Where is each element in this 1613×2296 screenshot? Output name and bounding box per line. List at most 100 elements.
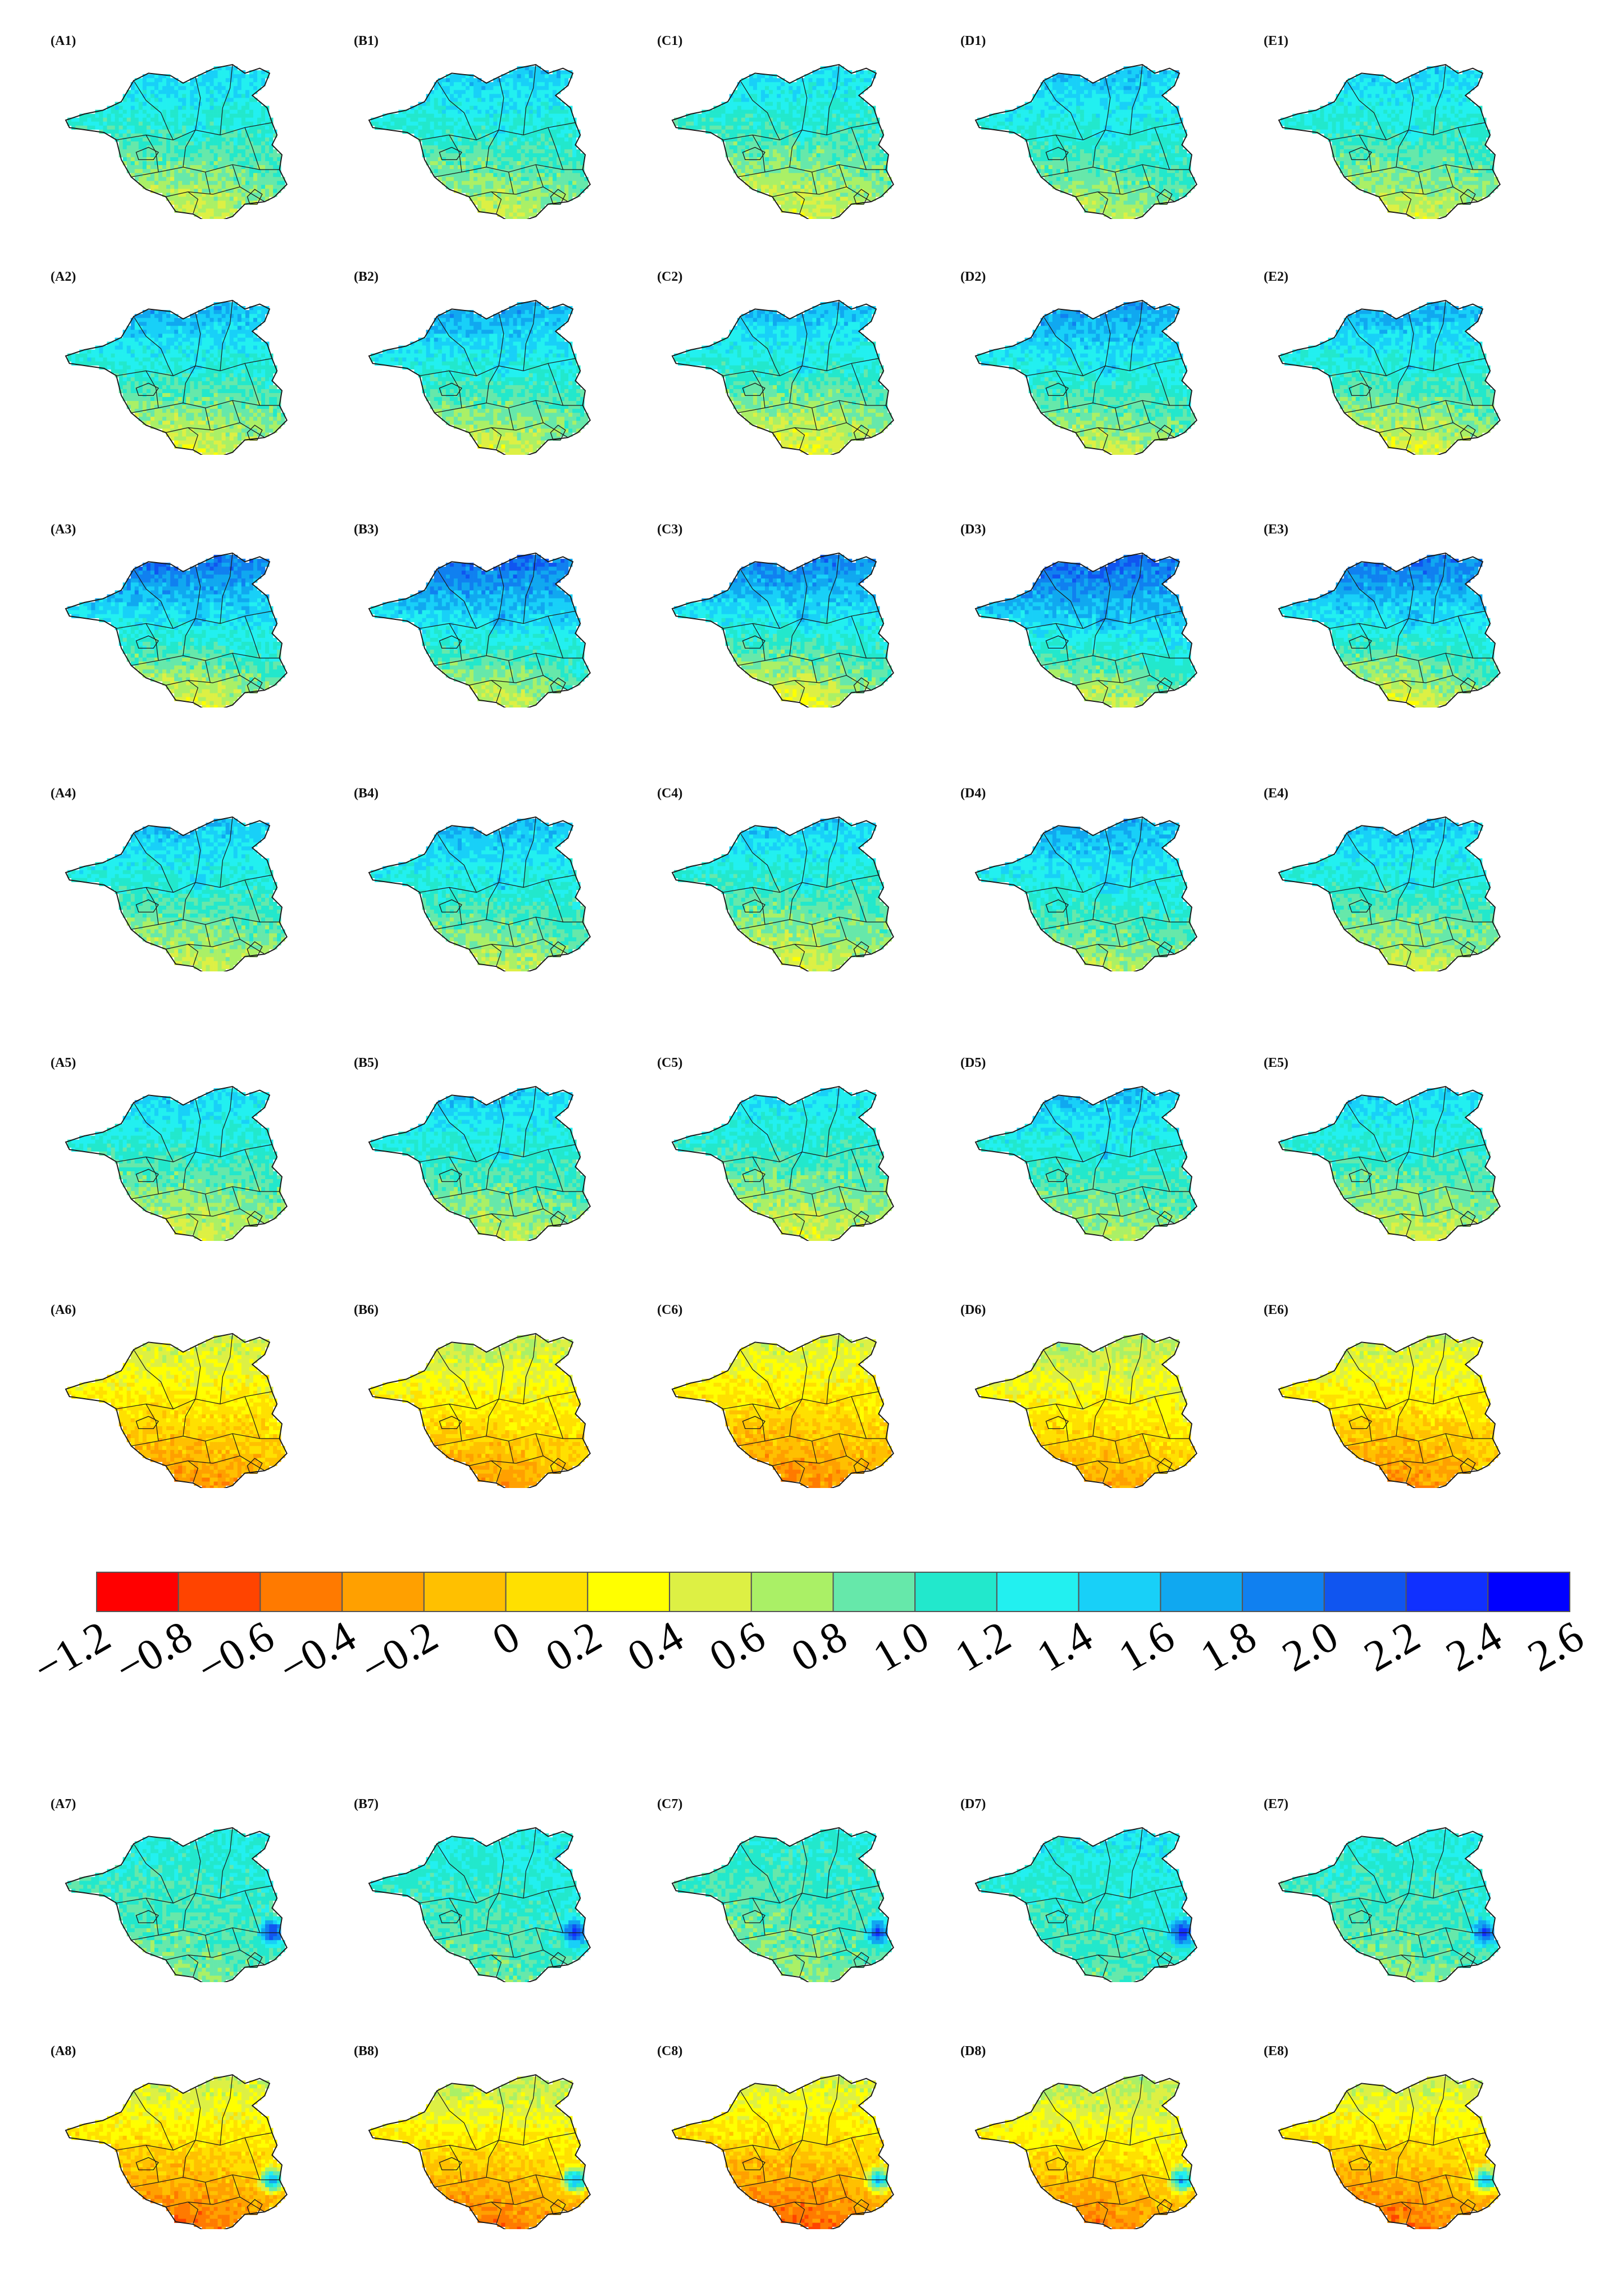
raster-cell xyxy=(453,98,458,102)
raster-cell xyxy=(808,204,813,209)
raster-cell xyxy=(1104,129,1108,134)
raster-cell xyxy=(1048,82,1053,86)
raster-cell xyxy=(134,169,139,174)
raster-cell xyxy=(840,125,845,130)
raster-cell xyxy=(561,169,565,174)
raster-cell xyxy=(556,109,561,114)
raster-cell xyxy=(453,121,458,126)
raster-cell xyxy=(1001,121,1005,126)
raster-cell xyxy=(174,86,179,90)
raster-cell xyxy=(501,106,505,110)
raster-cell xyxy=(872,145,876,150)
raster-cell xyxy=(847,169,853,174)
raster-cell xyxy=(505,169,509,174)
raster-cell xyxy=(217,212,222,217)
raster-cell xyxy=(1159,98,1164,102)
region-outline xyxy=(65,63,288,219)
raster-cell xyxy=(505,90,509,94)
raster-cell xyxy=(796,165,801,170)
raster-cell xyxy=(126,141,131,146)
raster-cell xyxy=(1155,98,1160,102)
raster-cell xyxy=(154,74,159,79)
raster-cell xyxy=(765,161,769,166)
raster-cell xyxy=(489,161,494,166)
raster-cell xyxy=(1155,102,1160,106)
raster-cell xyxy=(249,197,254,201)
raster-cell xyxy=(158,145,163,150)
raster-cell xyxy=(1147,129,1152,134)
raster-cell xyxy=(717,129,722,134)
raster-cell xyxy=(269,185,274,189)
raster-cell xyxy=(796,125,801,130)
raster-cell xyxy=(434,117,439,122)
raster-cell xyxy=(186,98,190,102)
raster-cell xyxy=(1036,149,1041,154)
raster-cell xyxy=(816,141,821,146)
raster-cell xyxy=(525,125,530,130)
county-border xyxy=(826,64,840,135)
raster-cell xyxy=(1088,153,1092,158)
raster-cell xyxy=(186,189,190,193)
raster-cell xyxy=(1064,106,1069,110)
raster-cell xyxy=(832,193,837,197)
raster-cell xyxy=(1052,165,1057,170)
raster-cell xyxy=(466,86,470,90)
raster-cell xyxy=(217,133,222,138)
raster-cell xyxy=(1175,109,1179,114)
raster-cell xyxy=(485,82,490,86)
raster-cell xyxy=(540,189,545,193)
raster-cell xyxy=(824,137,828,142)
raster-cell xyxy=(1080,82,1085,86)
raster-cell xyxy=(1064,121,1069,126)
raster-cell xyxy=(1072,153,1077,158)
raster-cell xyxy=(477,78,482,83)
raster-cell xyxy=(190,204,194,209)
raster-cell xyxy=(781,204,785,209)
raster-cell xyxy=(1076,129,1081,134)
raster-cell xyxy=(489,133,494,138)
raster-cell xyxy=(844,169,849,174)
raster-cell xyxy=(269,149,274,154)
raster-cell xyxy=(1009,125,1013,130)
raster-cell xyxy=(753,82,758,86)
raster-cell xyxy=(796,200,801,205)
raster-cell xyxy=(989,121,994,126)
raster-cell xyxy=(209,185,214,189)
raster-cell xyxy=(241,177,246,181)
raster-cell xyxy=(1017,121,1021,126)
raster-cell xyxy=(505,109,509,114)
raster-cell xyxy=(473,109,478,114)
raster-cell xyxy=(1163,149,1168,154)
raster-cell xyxy=(840,78,845,83)
raster-cell xyxy=(556,153,561,158)
raster-cell xyxy=(217,90,222,94)
raster-cell xyxy=(273,177,277,181)
raster-cell xyxy=(757,189,762,193)
raster-cell xyxy=(800,177,805,181)
raster-cell xyxy=(536,161,541,166)
raster-cell xyxy=(832,137,837,142)
raster-cell xyxy=(753,129,758,134)
raster-cell xyxy=(851,86,856,90)
raster-cell xyxy=(233,185,238,189)
raster-cell xyxy=(851,106,856,110)
raster-cell xyxy=(572,157,577,162)
raster-cell xyxy=(1115,129,1120,134)
raster-cell xyxy=(174,113,179,118)
raster-cell xyxy=(1005,113,1009,118)
raster-cell xyxy=(868,193,872,197)
raster-cell xyxy=(1088,145,1092,150)
raster-cell xyxy=(773,189,777,193)
raster-cell xyxy=(753,109,758,114)
raster-cell xyxy=(493,200,498,205)
raster-cell xyxy=(237,125,242,130)
raster-cell xyxy=(249,74,254,79)
raster-cell xyxy=(1068,82,1073,86)
raster-cell xyxy=(146,141,151,146)
raster-cell xyxy=(1171,113,1175,118)
raster-cell xyxy=(186,82,190,86)
raster-cell xyxy=(394,117,399,122)
raster-cell xyxy=(170,98,175,102)
raster-cell xyxy=(477,161,482,166)
raster-cell xyxy=(154,86,159,90)
